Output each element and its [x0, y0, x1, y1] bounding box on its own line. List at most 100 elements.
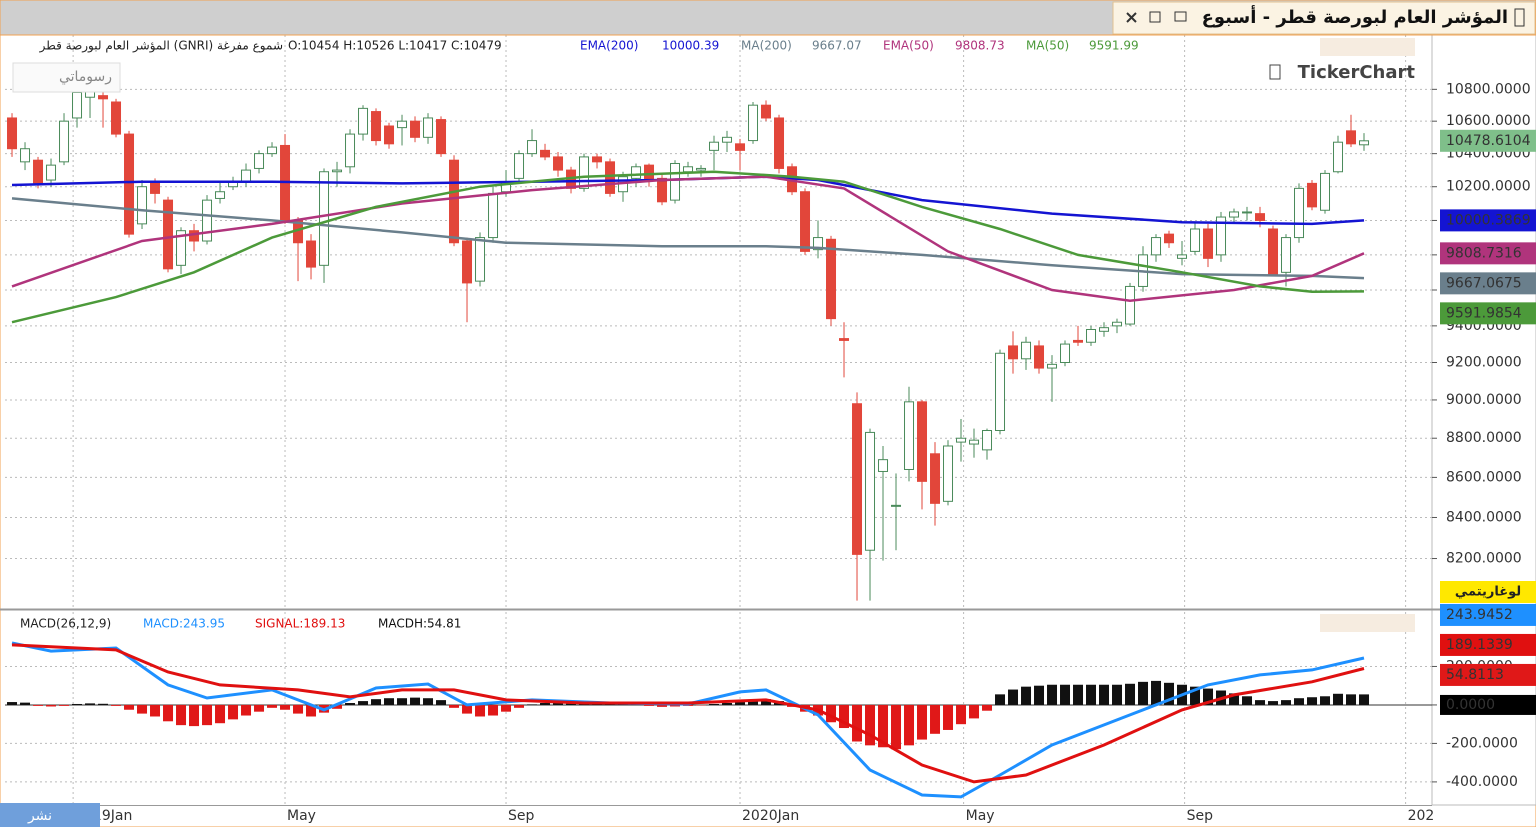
y-tick-label: 10200.0000	[1446, 179, 1531, 195]
plot-layer: 2019Jan May Sep 2020Jan May Sep 2028200.000084…	[0, 34, 1536, 824]
pin-button[interactable]	[1174, 11, 1187, 22]
histogram-bar	[267, 704, 278, 708]
histogram-bar	[293, 704, 304, 714]
histogram-bar	[1125, 683, 1136, 705]
candle-body	[1255, 213, 1266, 221]
histogram-bar	[306, 704, 317, 717]
indicator-line	[11, 170, 1365, 324]
x-tick-label: 2020Jan	[742, 808, 799, 824]
value-box	[1440, 129, 1536, 152]
log-button[interactable]	[1440, 581, 1536, 603]
histogram-bar	[436, 700, 447, 705]
candle-body	[475, 237, 486, 282]
histogram-bar	[735, 702, 746, 705]
value-box-label: 189.1339	[1446, 637, 1513, 653]
candle-body	[1333, 141, 1344, 173]
histogram-bar	[345, 703, 356, 705]
candle-body	[657, 177, 668, 203]
candle-body	[631, 166, 642, 179]
indicator-line	[11, 643, 1365, 784]
histogram-bar	[1112, 684, 1123, 705]
histogram-bar	[644, 704, 655, 706]
histogram-bar	[501, 704, 512, 712]
histogram-bar	[150, 704, 161, 717]
candle-body	[1268, 228, 1279, 275]
histogram-bar	[423, 698, 434, 705]
value-box-label: 54.8113	[1446, 667, 1504, 683]
histogram-bar	[969, 704, 980, 719]
candle-body	[1177, 254, 1188, 259]
candle-body	[891, 504, 902, 507]
panel-controls[interactable]	[1320, 614, 1415, 632]
y-tick-label: 9200.0000	[1446, 354, 1522, 370]
histogram-bar	[280, 704, 291, 710]
y-tick-label: -400.0000	[1446, 774, 1518, 790]
legend-name: MA(200)	[741, 39, 792, 53]
candle-body	[59, 120, 70, 163]
histogram-bar	[1060, 684, 1071, 705]
legend-name: MACD:243.95	[143, 617, 225, 631]
histogram-bar	[410, 697, 421, 705]
value-box	[1440, 603, 1536, 626]
candle-body	[1346, 130, 1357, 145]
candle-body	[319, 171, 330, 266]
candle-body	[1164, 233, 1175, 244]
candle-body	[189, 230, 200, 242]
candle-body	[722, 136, 733, 143]
candle-body	[839, 338, 850, 341]
histogram-bar	[215, 704, 226, 724]
y-tick-label: 10800.0000	[1446, 81, 1531, 97]
histogram-bar	[1333, 693, 1344, 705]
candle-body	[488, 192, 499, 239]
histogram-bar	[553, 702, 564, 705]
candle-body	[1229, 211, 1240, 218]
value-box	[1440, 633, 1536, 656]
close-button[interactable]	[1126, 12, 1137, 23]
candle-body	[514, 153, 525, 179]
restore-button[interactable]	[1149, 11, 1161, 23]
y-tick-label: 9000.0000	[1446, 392, 1522, 408]
histogram-bar	[1073, 684, 1084, 705]
histogram-bar	[1255, 700, 1266, 705]
y-tick-label: -200.0000	[1446, 735, 1518, 751]
legend-name: MACDH:54.81	[378, 617, 461, 631]
candle-body	[20, 148, 31, 163]
candle-body	[124, 133, 135, 235]
drawings-label: رسوماتي	[59, 69, 112, 85]
drawings-button[interactable]	[12, 62, 121, 93]
candle-body	[462, 240, 473, 284]
candle-body	[982, 430, 993, 451]
value-box	[1440, 272, 1536, 295]
candle-body	[1203, 228, 1214, 259]
candle-body	[397, 120, 408, 129]
histogram-bar	[46, 704, 57, 707]
histogram-bar	[189, 704, 200, 727]
candle-body	[748, 104, 759, 142]
candle-body	[423, 117, 434, 138]
publish-button[interactable]	[0, 803, 100, 827]
ohlc: O:10454 H:10526 L:10417 C:10479	[288, 39, 502, 53]
histogram-bar	[904, 704, 915, 746]
histogram-bar	[397, 698, 408, 705]
value-box-label: 9667.0675	[1446, 275, 1522, 291]
x-tick-label: May	[966, 808, 995, 824]
candle-body	[1125, 285, 1136, 325]
candle-body	[995, 352, 1006, 432]
histogram-bar	[371, 699, 382, 705]
candle-body	[826, 238, 837, 320]
candle-body	[1151, 237, 1162, 256]
histogram-bar	[761, 699, 772, 705]
candle-body	[644, 164, 655, 181]
logo: TickerChart	[1298, 62, 1416, 83]
panel-controls[interactable]	[1320, 38, 1415, 56]
histogram-bar	[20, 702, 31, 705]
histogram-bar	[917, 704, 928, 740]
candle-body	[1307, 182, 1318, 208]
value-box-label: 10000.3869	[1446, 212, 1531, 228]
histogram-bar	[1281, 700, 1292, 705]
candle-body	[930, 453, 941, 504]
candle-body	[761, 104, 772, 119]
candle-body	[1190, 228, 1201, 252]
x-tick-label: Sep	[508, 808, 535, 824]
value-box-label: 10478.6104	[1446, 133, 1531, 149]
